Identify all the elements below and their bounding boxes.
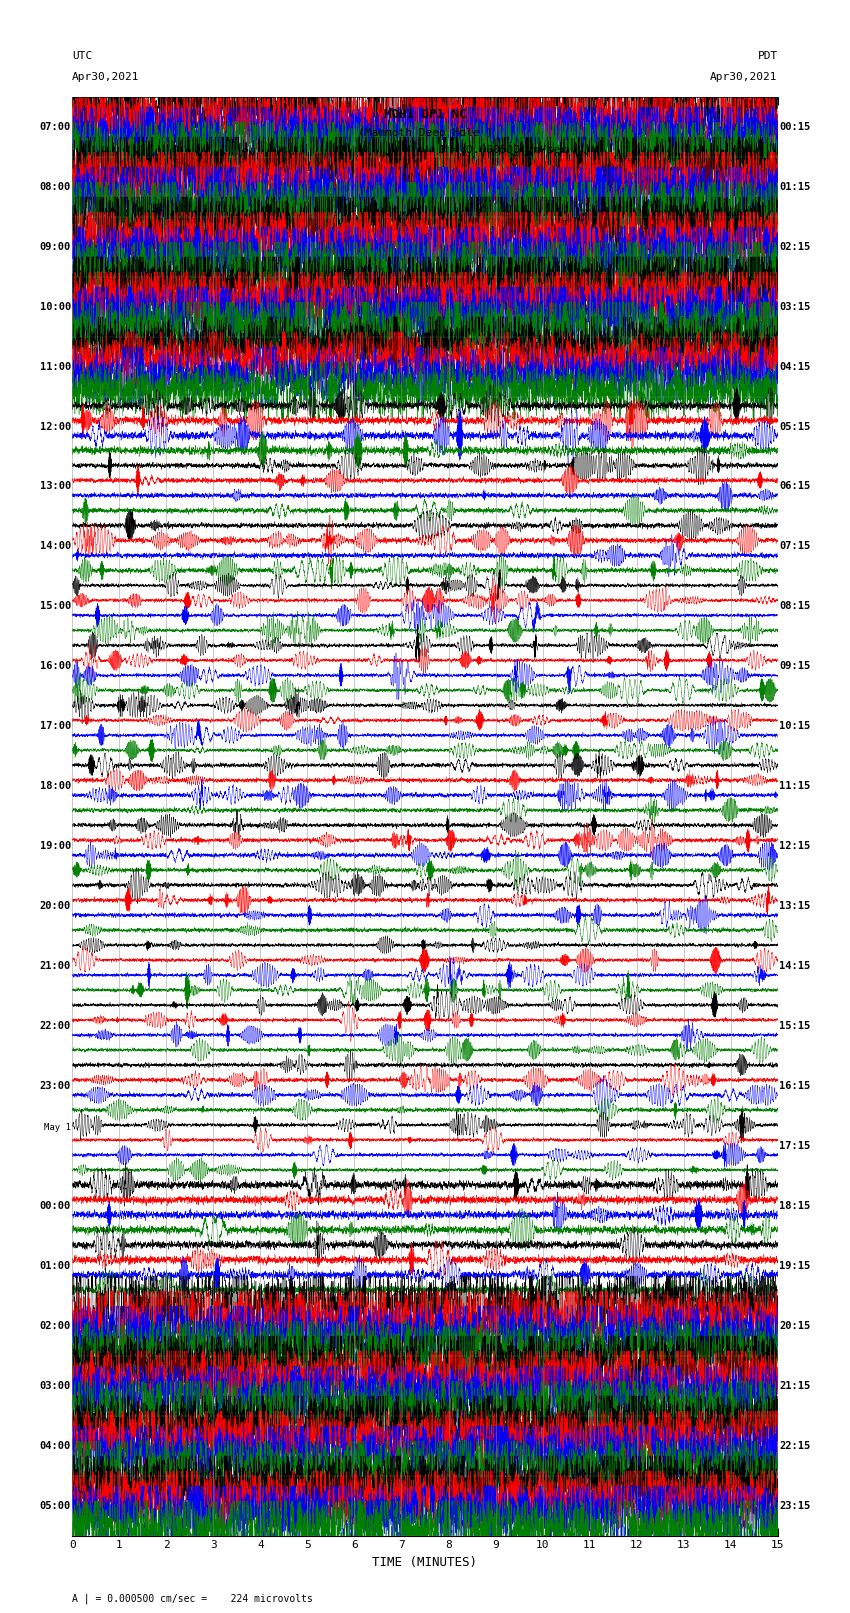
Text: 01:15: 01:15 [779,182,810,192]
Text: 18:00: 18:00 [40,781,71,792]
Text: 05:00: 05:00 [40,1500,71,1511]
Text: 07:00: 07:00 [40,121,71,132]
Text: 20:15: 20:15 [779,1321,810,1331]
Text: 03:00: 03:00 [40,1381,71,1390]
Text: 08:15: 08:15 [779,602,810,611]
Text: 19:00: 19:00 [40,840,71,852]
Text: 06:15: 06:15 [779,481,810,492]
Text: 20:00: 20:00 [40,902,71,911]
Text: 12:00: 12:00 [40,421,71,432]
Text: 18:15: 18:15 [779,1200,810,1211]
Text: Apr30,2021: Apr30,2021 [711,73,778,82]
Text: 17:00: 17:00 [40,721,71,731]
Text: 00:00: 00:00 [40,1200,71,1211]
Text: 04:15: 04:15 [779,361,810,371]
Text: 19:15: 19:15 [779,1261,810,1271]
Text: 04:00: 04:00 [40,1440,71,1450]
Text: (Mammoth Deep Hole ): (Mammoth Deep Hole ) [358,129,492,139]
X-axis label: TIME (MINUTES): TIME (MINUTES) [372,1557,478,1569]
Text: 10:15: 10:15 [779,721,810,731]
Text: 17:15: 17:15 [779,1140,810,1152]
Text: 00:15: 00:15 [779,121,810,132]
Text: 21:15: 21:15 [779,1381,810,1390]
Text: UTC: UTC [72,52,93,61]
Text: 09:00: 09:00 [40,242,71,252]
Text: 15:15: 15:15 [779,1021,810,1031]
Text: PDT: PDT [757,52,778,61]
Text: 22:15: 22:15 [779,1440,810,1450]
Text: 14:15: 14:15 [779,961,810,971]
Text: 03:15: 03:15 [779,302,810,311]
Text: 02:15: 02:15 [779,242,810,252]
Text: 07:15: 07:15 [779,542,810,552]
Text: MDH1 DP1 NC: MDH1 DP1 NC [383,108,467,121]
Text: 02:00: 02:00 [40,1321,71,1331]
Text: 22:00: 22:00 [40,1021,71,1031]
Text: 16:00: 16:00 [40,661,71,671]
Text: 14:00: 14:00 [40,542,71,552]
Text: 11:15: 11:15 [779,781,810,792]
Text: 23:15: 23:15 [779,1500,810,1511]
Text: 21:00: 21:00 [40,961,71,971]
Text: A | = 0.000500 cm/sec =    224 microvolts: A | = 0.000500 cm/sec = 224 microvolts [72,1594,313,1603]
Text: 12:15: 12:15 [779,840,810,852]
Text: I = 0.000500 cm/sec: I = 0.000500 cm/sec [439,145,567,155]
Text: 16:15: 16:15 [779,1081,810,1090]
Text: May 1: May 1 [44,1123,71,1131]
Text: 11:00: 11:00 [40,361,71,371]
Text: 09:15: 09:15 [779,661,810,671]
Text: 05:15: 05:15 [779,421,810,432]
Text: 01:00: 01:00 [40,1261,71,1271]
Text: Apr30,2021: Apr30,2021 [72,73,139,82]
Text: 15:00: 15:00 [40,602,71,611]
Text: 10:00: 10:00 [40,302,71,311]
Text: 13:15: 13:15 [779,902,810,911]
Text: 13:00: 13:00 [40,481,71,492]
Text: 23:00: 23:00 [40,1081,71,1090]
Text: 08:00: 08:00 [40,182,71,192]
